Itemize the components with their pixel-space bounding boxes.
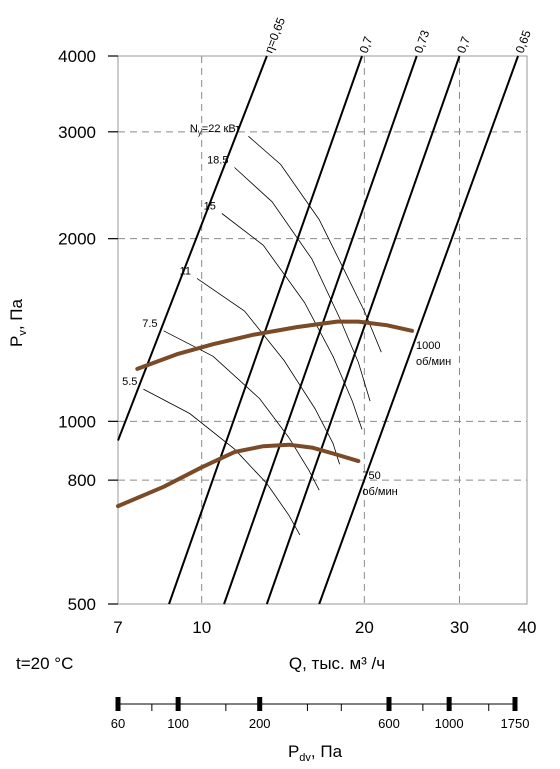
speed-curves: 1000 об/мин 750 об/мин: [116, 319, 451, 509]
efficiency-lines: η=0,65 0,7 0,73 0,7 0,65: [117, 15, 534, 605]
dv-tick-label: 60: [111, 716, 125, 731]
speed-label-value: 750: [362, 470, 380, 482]
x-axis-title: Q, тыс. м³ /ч: [289, 654, 385, 673]
speed-label-unit: об/мин: [416, 356, 451, 368]
x-tick-label: 30: [450, 618, 469, 637]
efficiency-label: η=0,65: [262, 15, 289, 55]
y-tick-label: 3000: [58, 123, 96, 142]
y-tick-label: 500: [68, 595, 96, 614]
efficiency-line: [265, 55, 461, 605]
efficiency-label: 0,7: [454, 34, 473, 55]
power-line: [234, 167, 371, 402]
dv-tick-label: 1750: [501, 716, 530, 731]
dv-tick-label: 100: [167, 716, 189, 731]
temperature-label: t=20 °C: [16, 654, 73, 673]
power-line: [143, 388, 301, 536]
efficiency-line: [117, 55, 268, 441]
x-tick-label: 10: [192, 618, 211, 637]
x-tick-label: 40: [518, 618, 537, 637]
power-label: 7.5: [142, 318, 157, 330]
y-tick-label: 1000: [58, 412, 96, 431]
efficiency-label: 0,73: [411, 28, 432, 55]
power-line: [163, 330, 320, 491]
efficiency-label: 0,65: [513, 28, 534, 55]
x-tick-label: 20: [355, 618, 374, 637]
efficiency-label: 0,7: [357, 34, 376, 55]
y-axis-title: Pv, Па: [7, 298, 29, 347]
y-tick-labels: 500 800 1000 2000 3000 4000: [58, 47, 118, 614]
efficiency-line: [168, 55, 363, 605]
power-label: Ny=22 кВт: [190, 123, 241, 137]
dv-tick-label: 1000: [435, 716, 464, 731]
y-tick-label: 2000: [58, 230, 96, 249]
power-label: 18.5: [207, 155, 228, 167]
speed-label-value: 1000: [416, 340, 440, 352]
dv-tick-label: 200: [249, 716, 271, 731]
speed-curve: [116, 442, 361, 509]
power-line: [196, 278, 340, 465]
plot-border: [117, 55, 528, 605]
power-label: 5.5: [122, 376, 137, 388]
grid: [117, 55, 528, 605]
dv-tick-label: 600: [378, 716, 400, 731]
dv-axis-title: Pdv, Па: [288, 742, 343, 764]
efficiency-line: [318, 55, 519, 605]
efficiency-line: [223, 55, 418, 605]
power-line: [221, 213, 363, 430]
speed-curve: [135, 319, 414, 371]
power-label: 11: [180, 265, 191, 277]
x-tick-label: 7: [113, 618, 122, 637]
y-tick-label: 4000: [58, 47, 96, 66]
dynamic-pressure-axis: 60 100 200 600 1000 1750: [111, 697, 530, 731]
x-tick-labels: 7 10 20 30 40: [113, 618, 536, 637]
y-tick-label: 800: [68, 471, 96, 490]
speed-label-unit: об/мин: [362, 486, 397, 498]
